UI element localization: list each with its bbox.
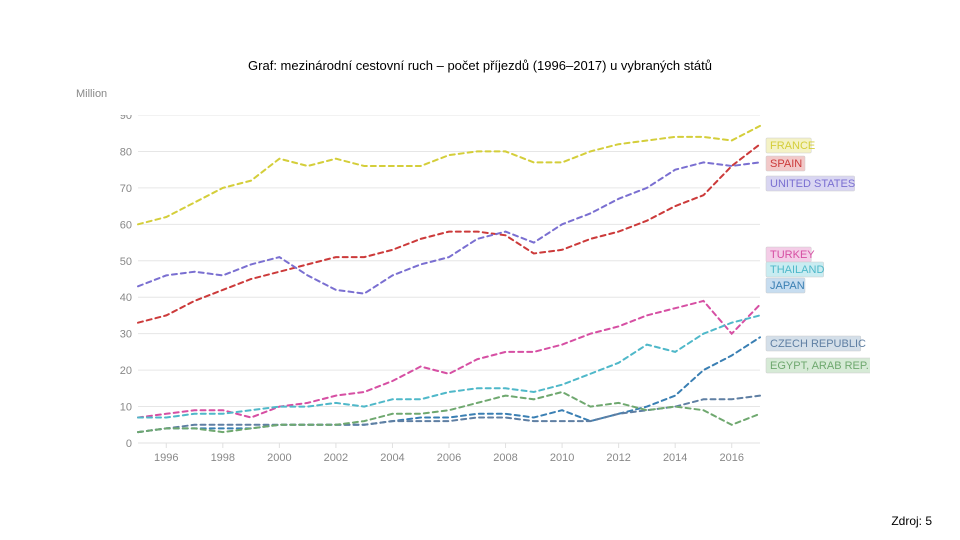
svg-text:TURKEY: TURKEY (770, 249, 815, 261)
legend-thailand: THAILAND (766, 262, 824, 277)
y-axis-label: Million (76, 88, 107, 100)
series-turkey (138, 301, 760, 418)
svg-text:CZECH REPUBLIC: CZECH REPUBLIC (770, 338, 866, 350)
series-japan (138, 337, 760, 432)
svg-text:0: 0 (126, 438, 132, 450)
series-thailand (138, 315, 760, 417)
svg-text:2008: 2008 (493, 452, 517, 464)
svg-text:JAPAN: JAPAN (770, 280, 805, 292)
legend-turkey: TURKEY (766, 247, 815, 262)
svg-text:2012: 2012 (606, 452, 630, 464)
svg-text:FRANCE: FRANCE (770, 140, 815, 152)
svg-text:20: 20 (120, 365, 132, 377)
chart-title: Graf: mezinárodní cestovní ruch – počet … (0, 58, 960, 73)
svg-text:2000: 2000 (267, 452, 291, 464)
source-label: Zdroj: 5 (891, 514, 932, 528)
legend-united-states: UNITED STATES (766, 176, 855, 191)
legend-france: FRANCE (766, 138, 815, 153)
svg-text:1996: 1996 (154, 452, 178, 464)
series-czech-republic (138, 396, 760, 433)
series-united-states (138, 162, 760, 293)
series-spain (138, 144, 760, 323)
svg-text:90: 90 (120, 115, 132, 122)
svg-text:40: 40 (120, 292, 132, 304)
legend-japan: JAPAN (766, 278, 805, 293)
svg-text:2010: 2010 (550, 452, 574, 464)
svg-text:70: 70 (120, 183, 132, 195)
svg-text:SPAIN: SPAIN (770, 158, 802, 170)
svg-text:60: 60 (120, 219, 132, 231)
svg-text:2004: 2004 (380, 452, 404, 464)
svg-text:30: 30 (120, 329, 132, 341)
svg-text:50: 50 (120, 256, 132, 268)
legend-czech-republic: CZECH REPUBLIC (766, 336, 866, 351)
svg-text:2006: 2006 (437, 452, 461, 464)
svg-text:10: 10 (120, 402, 132, 414)
svg-text:EGYPT, ARAB REP.: EGYPT, ARAB REP. (770, 360, 869, 372)
svg-text:UNITED STATES: UNITED STATES (770, 178, 855, 190)
svg-text:80: 80 (120, 146, 132, 158)
svg-text:2002: 2002 (324, 452, 348, 464)
legend-egypt-arab-rep-: EGYPT, ARAB REP. (766, 358, 870, 373)
chart-plot: 0 10 20 30 40 50 60 70 80 90 1996 1998 2000 2002 2004 2… (110, 115, 870, 465)
svg-text:2014: 2014 (663, 452, 687, 464)
legend-spain: SPAIN (766, 156, 805, 171)
svg-text:1998: 1998 (211, 452, 235, 464)
svg-text:THAILAND: THAILAND (770, 264, 824, 276)
svg-text:2016: 2016 (719, 452, 743, 464)
